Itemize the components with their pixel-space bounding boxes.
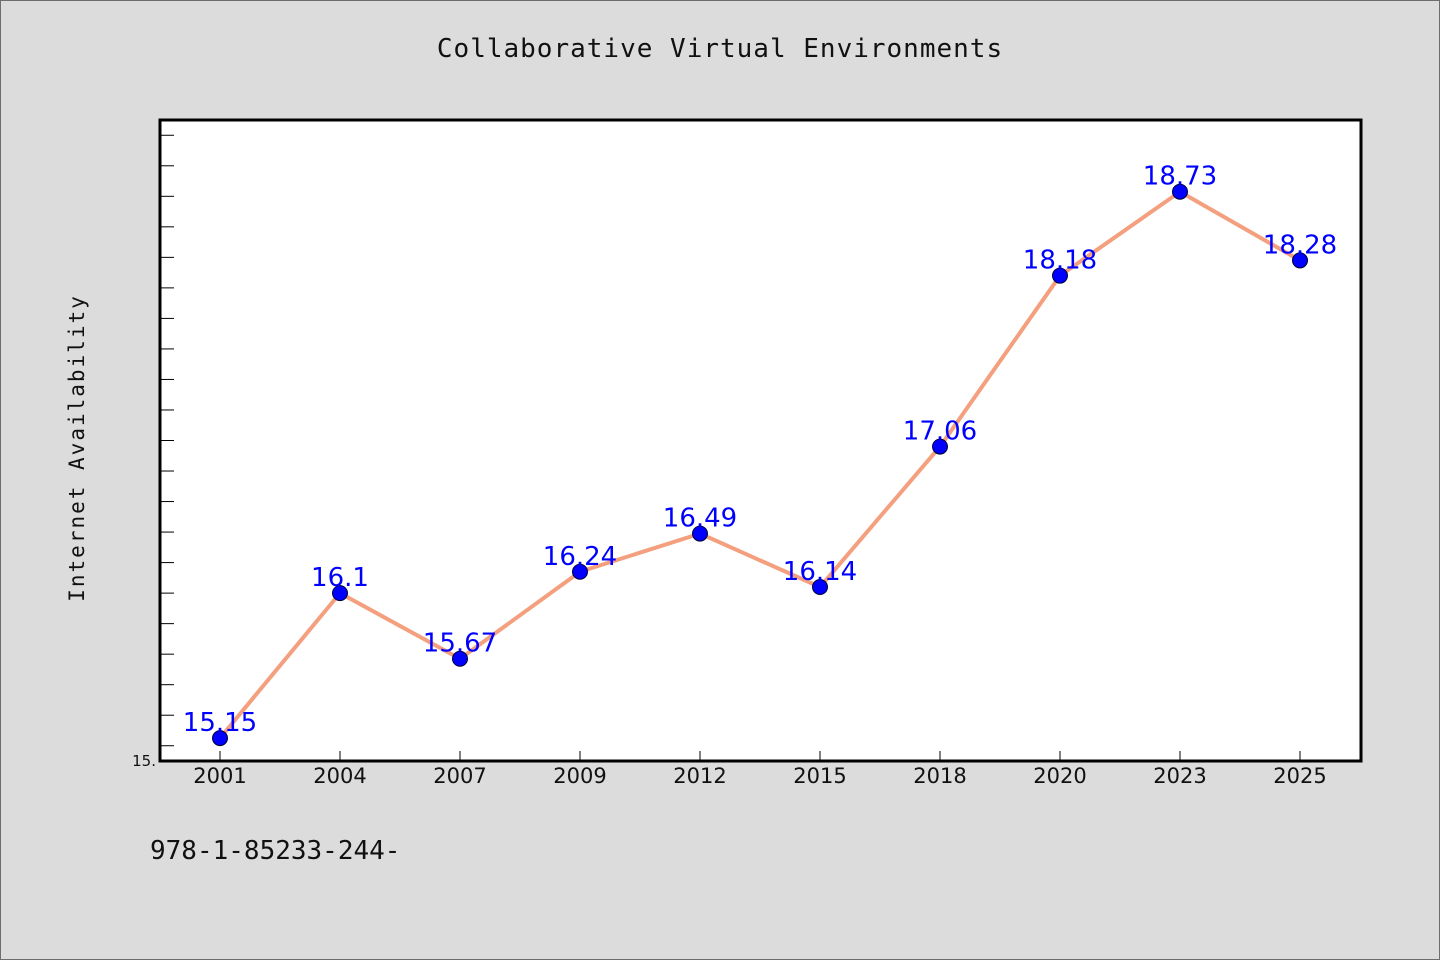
plot-area [158, 118, 1363, 763]
data-point [1052, 267, 1068, 284]
x-tick-label: 2020 [1033, 764, 1086, 788]
x-tick-label: 2009 [553, 764, 606, 788]
data-label: 18.73 [1143, 162, 1217, 192]
data-label: 15.15 [183, 708, 257, 738]
x-tick-label: 2025 [1273, 764, 1326, 788]
data-point [932, 438, 948, 455]
x-tick-label: 2023 [1153, 764, 1206, 788]
data-point [692, 525, 708, 542]
data-label: 18.28 [1263, 230, 1337, 260]
x-tick-label: 2018 [913, 764, 966, 788]
data-label: 16.14 [783, 557, 857, 587]
data-point [812, 579, 828, 596]
data-point [1292, 252, 1308, 269]
footnote-text: 978-1-85233-244- [150, 836, 401, 866]
data-label: 17.06 [903, 417, 977, 447]
data-point [332, 585, 348, 602]
y-axis-ticks: 15. [132, 134, 174, 770]
series-line [218, 189, 1301, 740]
chart-title: Collaborative Virtual Environments [436, 34, 1004, 64]
data-point [452, 650, 468, 667]
x-axis-ticks: 2001 2004 2007 2009 2012 2015 2018 2020 2023 2025 [193, 751, 1327, 788]
data-label: 15.67 [423, 629, 497, 659]
x-tick-label: 2001 [193, 764, 246, 788]
data-label: 18.18 [1023, 246, 1097, 276]
data-point [1172, 183, 1188, 200]
x-tick-label: 2007 [433, 764, 486, 788]
series-layer: 15.15 16.1 15.67 16.24 16.49 16.14 17.06 18.18 1… [183, 162, 1337, 747]
x-tick-label: 2004 [313, 764, 366, 788]
data-label: 16.24 [543, 542, 617, 572]
y-tick-label: 15. [132, 752, 156, 770]
data-label: 16.1 [311, 563, 369, 593]
x-tick-label: 2015 [793, 764, 846, 788]
data-point [212, 730, 228, 747]
data-label: 16.49 [663, 504, 737, 534]
x-tick-label: 2012 [673, 764, 726, 788]
data-point [572, 563, 588, 580]
